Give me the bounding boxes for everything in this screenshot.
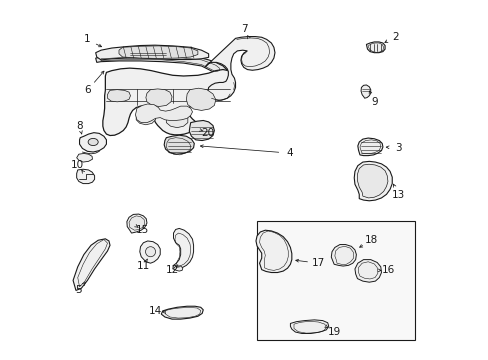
Polygon shape — [357, 164, 387, 198]
Polygon shape — [107, 90, 130, 102]
Text: 10: 10 — [71, 160, 84, 170]
Text: 20: 20 — [201, 128, 214, 138]
Polygon shape — [330, 244, 356, 266]
Polygon shape — [173, 266, 183, 271]
Polygon shape — [140, 241, 160, 263]
Text: 17: 17 — [311, 258, 324, 268]
Polygon shape — [96, 45, 208, 60]
Text: 11: 11 — [137, 261, 150, 271]
Bar — [257, 221, 414, 339]
Polygon shape — [126, 214, 147, 233]
Polygon shape — [166, 112, 187, 128]
Text: 1: 1 — [83, 35, 90, 44]
Polygon shape — [77, 169, 94, 184]
Text: 13: 13 — [391, 190, 405, 200]
Polygon shape — [353, 161, 391, 201]
Polygon shape — [129, 216, 144, 230]
Text: 7: 7 — [241, 24, 247, 35]
Polygon shape — [354, 260, 381, 282]
Polygon shape — [102, 68, 231, 135]
Polygon shape — [119, 46, 198, 58]
Text: 2: 2 — [392, 32, 398, 41]
Text: 18: 18 — [365, 235, 378, 245]
Text: 3: 3 — [394, 143, 401, 153]
Polygon shape — [145, 89, 172, 107]
Text: 16: 16 — [381, 265, 394, 275]
Polygon shape — [186, 88, 215, 111]
Polygon shape — [172, 228, 193, 269]
Polygon shape — [290, 320, 328, 333]
Text: 19: 19 — [327, 327, 341, 337]
Polygon shape — [366, 42, 384, 53]
Text: 14: 14 — [149, 306, 162, 316]
Polygon shape — [204, 37, 274, 100]
Polygon shape — [77, 153, 92, 162]
Text: 9: 9 — [370, 97, 377, 107]
Polygon shape — [73, 239, 110, 291]
Polygon shape — [360, 85, 370, 98]
Circle shape — [145, 247, 155, 257]
Polygon shape — [136, 110, 155, 125]
Polygon shape — [80, 133, 106, 152]
Text: 8: 8 — [76, 121, 82, 131]
Text: 4: 4 — [285, 148, 292, 158]
Text: 15: 15 — [135, 225, 149, 235]
Ellipse shape — [88, 138, 98, 145]
Polygon shape — [135, 104, 192, 123]
Text: 6: 6 — [84, 85, 91, 95]
Polygon shape — [164, 135, 194, 154]
Polygon shape — [189, 121, 214, 140]
Text: 5: 5 — [75, 285, 82, 296]
Text: 12: 12 — [166, 265, 179, 275]
Polygon shape — [96, 55, 226, 74]
Polygon shape — [161, 306, 203, 319]
Polygon shape — [357, 138, 382, 156]
Polygon shape — [255, 230, 291, 273]
